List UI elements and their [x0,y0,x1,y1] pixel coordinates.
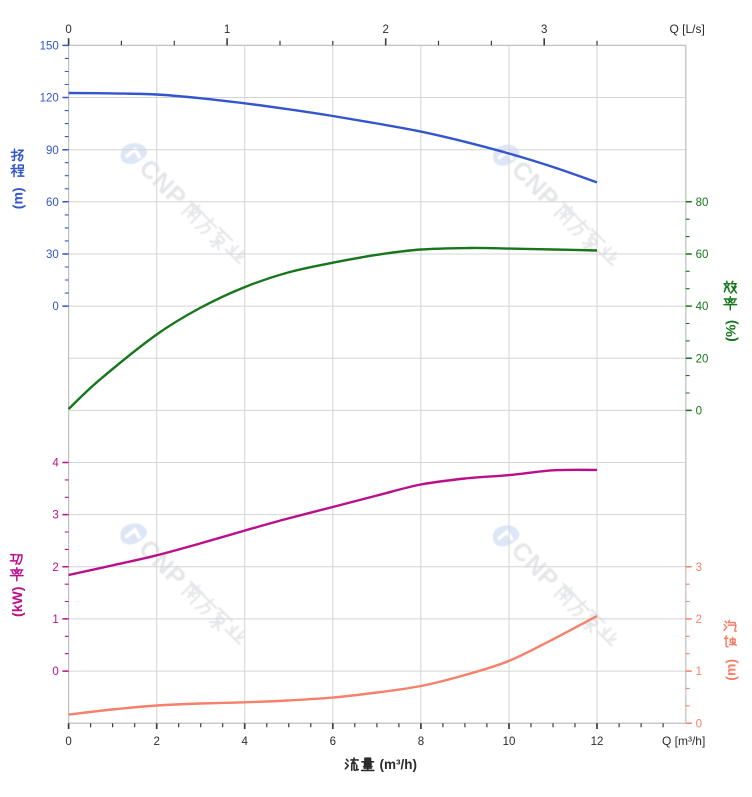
svg-text:(m): (m) [722,659,738,681]
svg-text:(kW): (kW) [9,587,25,617]
svg-text:0: 0 [52,666,58,678]
svg-text:2: 2 [382,24,388,36]
svg-text:12: 12 [591,736,604,748]
svg-text:90: 90 [46,145,59,157]
svg-text:60: 60 [46,197,59,209]
svg-text:6: 6 [330,736,336,748]
svg-text:3: 3 [52,510,58,522]
svg-text:2: 2 [696,614,702,626]
svg-text:(m³/h): (m³/h) [380,757,418,772]
svg-text:(m): (m) [9,187,25,209]
svg-text:4: 4 [52,458,59,470]
svg-text:3: 3 [696,562,702,574]
svg-text:0: 0 [696,718,702,730]
svg-text:10: 10 [503,736,516,748]
svg-text:80: 80 [696,197,709,209]
svg-text:0: 0 [65,736,71,748]
svg-text:2: 2 [52,562,58,574]
svg-text:8: 8 [418,736,424,748]
svg-text:0: 0 [696,406,702,418]
svg-text:60: 60 [696,249,709,261]
svg-text:0: 0 [52,301,58,313]
svg-text:3: 3 [541,24,547,36]
svg-text:Q [m³/h]: Q [m³/h] [662,734,705,748]
svg-text:20: 20 [696,353,709,365]
svg-text:30: 30 [46,249,59,261]
svg-text:Q [L/s]: Q [L/s] [669,22,704,36]
svg-text:1: 1 [224,24,230,36]
svg-text:1: 1 [52,614,58,626]
svg-text:4: 4 [241,736,248,748]
svg-text:150: 150 [40,41,59,53]
svg-text:40: 40 [696,301,709,313]
svg-text:2: 2 [153,736,159,748]
svg-text:1: 1 [696,666,702,678]
svg-text:(%): (%) [722,320,738,342]
svg-text:0: 0 [65,24,71,36]
svg-text:120: 120 [40,93,59,105]
